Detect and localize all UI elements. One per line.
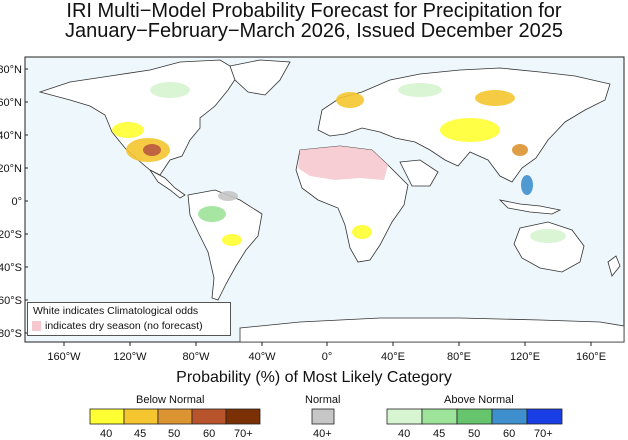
legend-swatch [386,408,423,425]
legend-label: 50 [168,428,181,440]
legend-swatch [123,408,159,425]
lon-label: 80°W [182,351,210,363]
legend-label: 60 [503,428,516,440]
lon-label: 40°E [381,351,405,363]
legend-swatch [311,408,335,425]
legend-swatch [526,408,563,425]
above-normal-canada [150,82,190,98]
latitude-axis: 80°N 60°N 40°N 20°N 0° 20°S 40°S 60°S 80… [0,64,28,340]
lon-label: 120°E [510,351,540,363]
legend-swatch [421,408,458,425]
map-title-line-1: IRI Multi−Model Probability Forecast for… [66,0,562,22]
legend-label: 70+ [534,428,553,440]
below-normal-mexico [143,144,161,156]
lat-label: 20°S [0,229,22,241]
legend-above-normal [386,408,563,425]
dry-season-sahara [298,146,388,180]
below-normal-asia [440,118,500,142]
lat-label: 80°N [0,64,22,76]
below-normal-africa-south [352,225,372,239]
below-normal-scandinavia [336,92,364,108]
normal-venezuela [218,191,238,201]
greenland [229,59,291,96]
legend-title-below-normal: Below Normal [136,394,205,406]
legend-note-box: White indicates Climatological odds indi… [27,302,231,336]
lat-label: 40°N [0,130,22,142]
lon-label: 40°W [248,351,276,363]
above-normal-amazon [198,206,226,222]
lat-label: 60°S [0,295,22,307]
lat-label: 60°N [0,97,22,109]
legend-title-above-normal: Above Normal [444,394,514,406]
antarctica [239,317,625,343]
lat-label: 80°S [0,328,22,340]
legend-label: 40 [398,428,411,440]
legend-swatch [157,408,193,425]
north-america [38,59,241,176]
legend-label: 60 [203,428,216,440]
lon-label: 120°W [113,351,147,363]
lat-label: 20°N [0,163,22,175]
lon-label: 160°W [47,351,81,363]
dry-season-swatch [32,321,41,331]
above-normal-australia [530,229,566,243]
central-america [149,169,186,199]
legend-label: 45 [433,428,446,440]
below-normal-north-central [112,122,144,138]
probability-axis-title: Probability (%) of Most Likely Category [176,369,452,386]
map-title-line-2: January−February−March 2026, Issued Dece… [64,20,564,42]
above-normal-philippines [521,175,533,195]
below-normal-siberia [475,90,515,106]
lon-label: 80°E [447,351,471,363]
below-normal-brazil-south [222,234,242,246]
lon-label: 160°E [576,351,606,363]
legend-swatch [191,408,227,425]
lon-label: 0° [322,351,333,363]
legend-label: 45 [134,428,147,440]
legend-swatch [491,408,528,425]
legend-swatch [89,408,125,425]
legend-swatch [225,408,261,425]
new-zealand [607,255,621,277]
climatological-odds-note: White indicates Climatological odds [33,305,199,317]
legend-label: 50 [468,428,481,440]
below-normal-china [512,144,528,156]
lat-label: 0° [11,196,22,208]
forecast-shading [112,82,566,246]
legend-label: 70+ [234,428,253,440]
legend-normal [311,408,335,425]
legend-label: 40+ [313,428,332,440]
legend-swatch [456,408,493,425]
legend-label: 40 [100,428,113,440]
above-normal-russia [398,83,442,97]
legend-title-normal: Normal [305,394,341,406]
indonesia [498,199,562,215]
legend-below-normal [89,408,261,425]
arabia [399,159,439,187]
dry-season-note: indicates dry season (no forecast) [45,320,203,332]
lat-label: 40°S [0,262,22,274]
longitude-axis: 160°W 120°W 80°W 40°W 0° 40°E 80°E 120°E… [47,342,606,363]
